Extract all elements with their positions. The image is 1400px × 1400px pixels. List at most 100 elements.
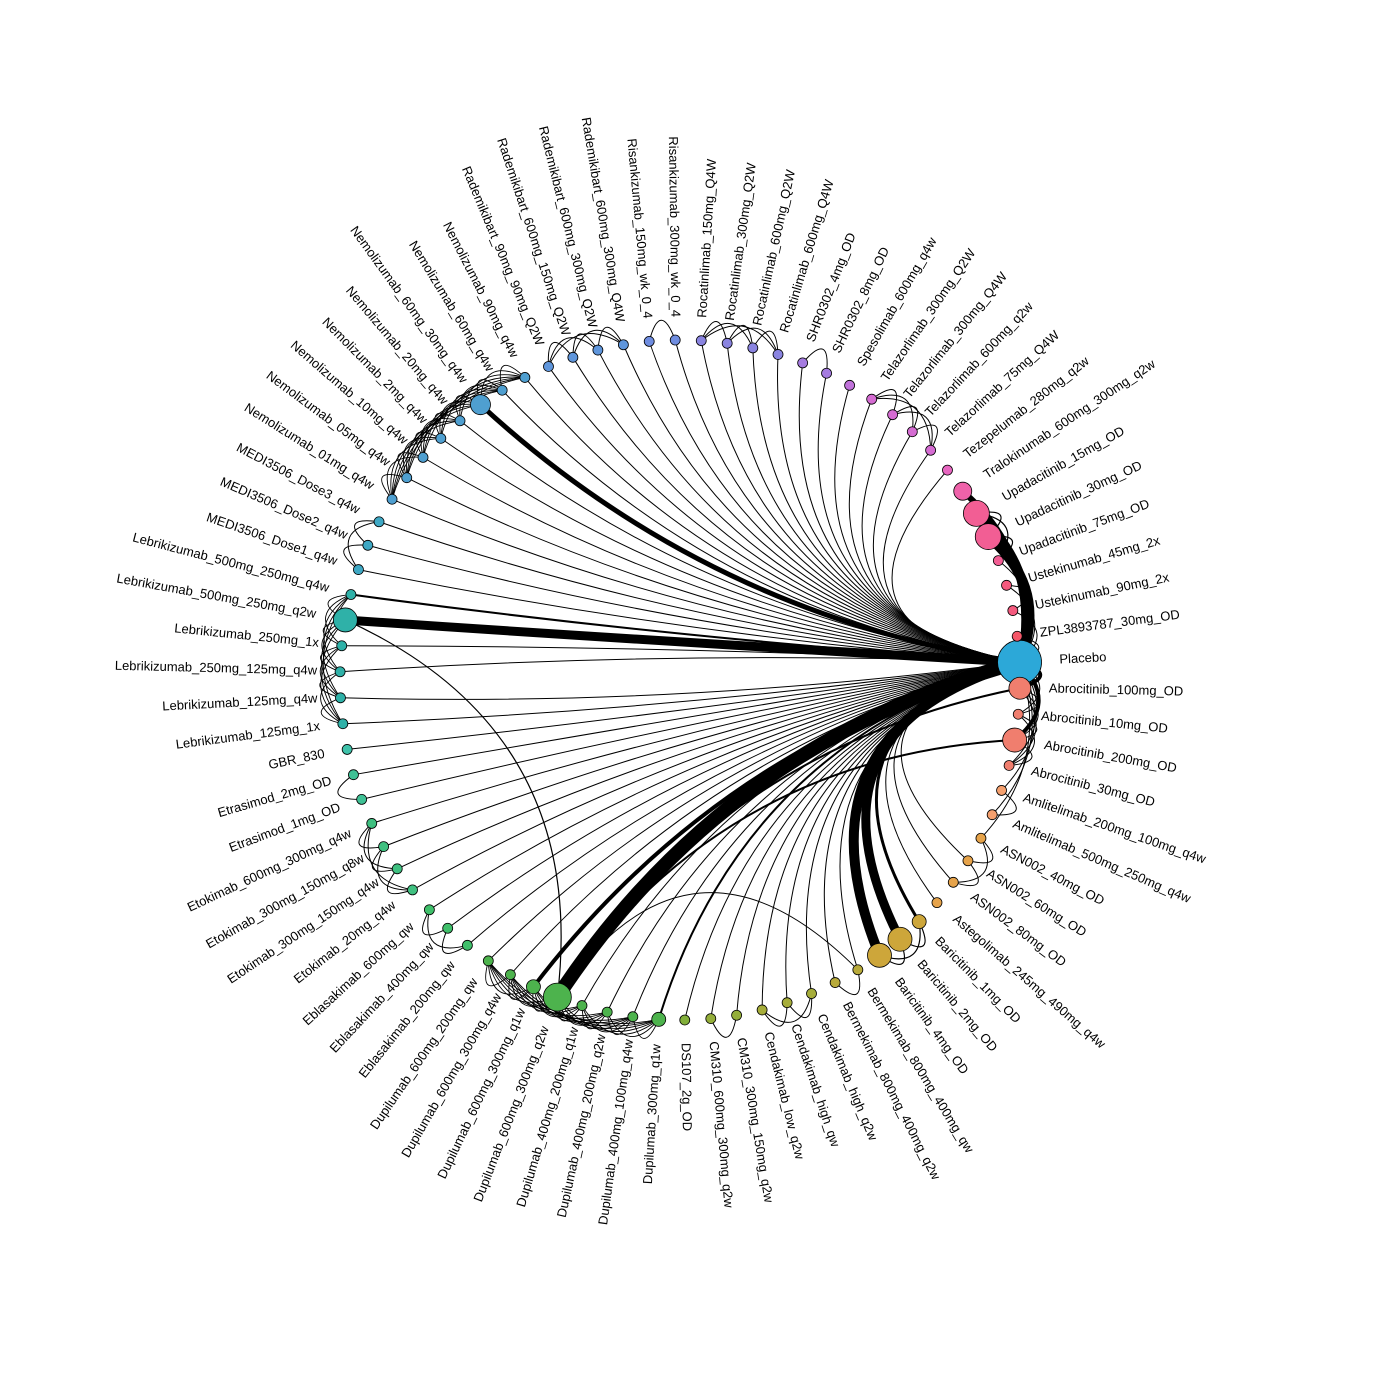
- node-Nemo10: [418, 452, 428, 462]
- node-Lebri250_125: [335, 667, 345, 677]
- node-Lebri250q4w: [346, 590, 356, 600]
- node-Lebri250q2w: [333, 608, 357, 632]
- label-DS107: DS107_2g_OD: [679, 1043, 695, 1131]
- node-Ebla400: [443, 923, 453, 933]
- node-Etok300q4w: [367, 818, 377, 828]
- label-Lebri125q4w: Lebrikizumab_125mg_q4w: [162, 690, 319, 713]
- node-Tela600q2w: [907, 427, 917, 437]
- node-Dupi300qw: [652, 1012, 666, 1026]
- label-Lebri250_125: Lebrikizumab_250mg_125mg_q4w: [115, 658, 318, 678]
- label-Dupi300qw: Dupilumab_300mg_q1w: [640, 1043, 664, 1184]
- edge: [481, 405, 1020, 663]
- node-Dupi300q4w: [505, 970, 515, 980]
- node-Teze: [942, 465, 952, 475]
- label-ASN80: ASN002_80mg_OD: [968, 889, 1069, 969]
- labels-layer: Placebo Abrocitinib_100mg_OD Abrocitinib_1…: [115, 116, 1209, 1226]
- edge: [701, 326, 778, 355]
- node-Tela300q4w: [888, 410, 898, 420]
- node-Amlit500: [987, 810, 997, 820]
- node-Radem90: [543, 361, 553, 371]
- label-Rocat300q2w: Rocatinlimab_300mg_Q2W: [722, 161, 759, 321]
- label-Risank300: Risankizumab_300mg_wk_0_4: [666, 136, 684, 317]
- node-Dupi300q2wL: [543, 983, 571, 1011]
- node-Nemo20: [455, 416, 465, 426]
- node-Asteg: [932, 898, 942, 908]
- label-CM310_300: CM310_600mg_300mg_q2w: [706, 1041, 736, 1209]
- label-Lebri250x1: Lebrikizumab_250mg_1x: [174, 620, 321, 650]
- node-Radem300q4w: [618, 340, 628, 350]
- label-Lebri125x1: Lebrikizumab_125mg_1x: [175, 718, 321, 752]
- node-Lebri125x1: [338, 719, 348, 729]
- node-Dupi200q2w: [602, 1007, 612, 1017]
- node-Abro10: [1013, 709, 1023, 719]
- node-Berme400q2w: [830, 978, 840, 988]
- edge: [345, 620, 561, 997]
- node-Radem300q2w: [593, 345, 603, 355]
- node-ASN40: [976, 833, 986, 843]
- node-ASN80: [948, 877, 958, 887]
- node-Bari1: [912, 915, 926, 929]
- node-Bari2: [888, 927, 912, 951]
- node-CendaHqw: [782, 998, 792, 1008]
- node-Upa30: [975, 524, 1001, 550]
- node-Etok150q8w: [379, 842, 389, 852]
- node-SHR8: [822, 368, 832, 378]
- node-Risank150: [644, 336, 654, 346]
- label-Bari4: Baricitinib_4mg_OD: [892, 975, 972, 1077]
- node-Nemo30: [471, 395, 491, 415]
- edge: [502, 390, 1019, 662]
- node-Dupi100q4w: [628, 1012, 638, 1022]
- node-Rocat300q2w: [722, 338, 732, 348]
- node-Berme400qw: [853, 965, 863, 975]
- label-Abro100: Abrocitinib_100mg_OD: [1049, 680, 1184, 698]
- node-Uste45: [1002, 580, 1012, 590]
- node-Speso: [845, 380, 855, 390]
- node-Tralo: [954, 482, 972, 500]
- node-CM310_150: [732, 1010, 742, 1020]
- node-DS107: [680, 1015, 690, 1025]
- label-Placebo: Placebo: [1059, 649, 1107, 666]
- node-Nemo01: [387, 494, 397, 504]
- edges-layer: [320, 320, 1040, 1038]
- node-Risank300: [670, 335, 680, 345]
- node-Nemo05: [402, 473, 412, 483]
- node-CendaLq2w: [757, 1005, 767, 1015]
- node-Uste90: [1008, 606, 1018, 616]
- node-Amlit200: [997, 785, 1007, 795]
- node-Bari4: [867, 943, 891, 967]
- node-Rocat600q4w: [773, 349, 783, 359]
- node-Etras1: [357, 794, 367, 804]
- edge: [525, 377, 1020, 662]
- edge: [423, 404, 480, 457]
- label-Abro10: Abrocitinib_10mg_OD: [1041, 708, 1169, 736]
- node-MEDI3: [374, 517, 384, 527]
- node-Upa75: [993, 556, 1003, 566]
- node-Radem150: [568, 352, 578, 362]
- node-Ebla600: [424, 905, 434, 915]
- node-Nemo60: [497, 385, 507, 395]
- node-GBR: [342, 744, 352, 754]
- node-Abro200: [1003, 728, 1027, 752]
- node-Rocat150q4w: [696, 336, 706, 346]
- edge: [548, 334, 623, 367]
- node-Etok20: [408, 885, 418, 895]
- node-Lebri250x1: [337, 641, 347, 651]
- node-Abro100: [1009, 677, 1031, 699]
- node-Nemo2: [436, 433, 446, 443]
- node-Dupi300qwL: [526, 980, 540, 994]
- node-Tela75: [926, 445, 936, 455]
- label-Rocat150q4w: Rocatinlimab_150mg_Q4W: [694, 158, 719, 318]
- node-Etras2: [348, 770, 358, 780]
- node-MEDI2: [363, 540, 373, 550]
- node-Abro30: [1004, 760, 1014, 770]
- node-ASN60: [963, 856, 973, 866]
- node-Nemo90: [520, 372, 530, 382]
- node-Etok150q4w: [392, 864, 402, 874]
- label-GBR: GBR_830: [267, 746, 326, 772]
- node-Tela300q2w: [867, 394, 877, 404]
- node-CendaHq2w: [807, 989, 817, 999]
- label-Risank150: Risankizumab_150mg_wk_0_4: [624, 138, 655, 319]
- node-SHR4: [798, 358, 808, 368]
- node-ZPL: [1012, 631, 1022, 641]
- node-CM310_300: [706, 1014, 716, 1024]
